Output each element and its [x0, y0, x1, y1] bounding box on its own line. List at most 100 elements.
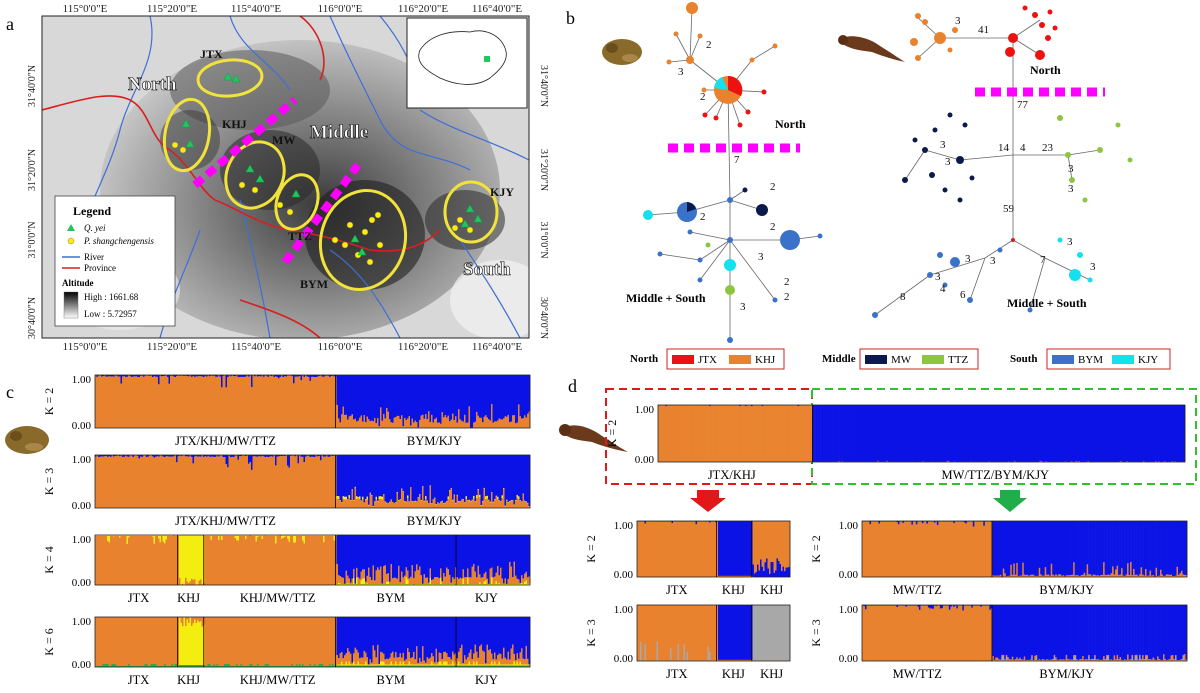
- legend-bym: BYM: [1078, 354, 1103, 366]
- y-tick-bottom: 0.00: [72, 577, 92, 589]
- frog-step: 3: [678, 66, 684, 78]
- population-label: JTX: [128, 673, 150, 687]
- population-label: KHJ: [760, 667, 783, 681]
- legend-river: River: [84, 252, 104, 262]
- y-tick-bottom: 0.00: [72, 500, 92, 512]
- lon-tick-top: 116°0'0"E: [318, 3, 363, 15]
- newt-step: 3: [965, 253, 971, 265]
- population-label: BYM: [377, 591, 405, 605]
- legend-jtx: JTX: [698, 354, 717, 366]
- lat-tick-right: 31°40'0"N: [538, 65, 549, 107]
- lat-tick-left: 31°0'0"N: [27, 221, 38, 258]
- newt-north-label: North: [1030, 63, 1061, 77]
- newt-icon: [838, 35, 905, 62]
- population-label: JTX/KHJ/MW/TTZ: [175, 514, 276, 528]
- lon-tick-bottom: 115°20'0"E: [147, 341, 197, 353]
- newt-step: 77: [1017, 99, 1029, 111]
- newt-midsouth-label: Middle + South: [1007, 296, 1087, 310]
- newt-step: 3: [1067, 236, 1073, 248]
- swatch-ttz: [922, 355, 944, 364]
- map-legend: Legend Q. yei P. shangchengensis River P…: [55, 196, 175, 326]
- lat-tick-left: 30°40'0"N: [27, 297, 38, 339]
- newt-step: 3: [1068, 183, 1074, 195]
- arrow-down-green-icon: [993, 490, 1027, 512]
- population-label: JTX: [128, 591, 150, 605]
- frog-step: 2: [700, 211, 706, 223]
- k-label: K = 4: [42, 546, 56, 573]
- frog-step: 2: [770, 181, 776, 193]
- lat-tick-right: 31°0'0"N: [538, 221, 549, 258]
- swatch-jtx: [672, 355, 694, 364]
- y-tick-top: 1.00: [72, 374, 92, 386]
- newt-step: 4: [1020, 142, 1026, 154]
- panel-label-b: b: [566, 8, 575, 28]
- site-label-mw: MW: [272, 133, 295, 147]
- newt-step: 8: [900, 291, 906, 303]
- lon-tick-top: 115°20'0"E: [147, 3, 197, 15]
- legend-high: High : 1661.68: [84, 292, 139, 302]
- frog-midsouth-label: Middle + South: [626, 291, 706, 305]
- legend-mw: MW: [891, 354, 912, 366]
- population-label: KJY: [475, 591, 498, 605]
- panel-label-d: d: [568, 376, 577, 396]
- population-label: KHJ: [177, 591, 200, 605]
- legend-region-middle: Middle: [822, 353, 856, 365]
- y-tick-bottom: 0.00: [72, 420, 92, 432]
- y-tick-bottom: 0.00: [614, 569, 634, 581]
- population-label: KHJ: [177, 673, 200, 687]
- y-tick-bottom: 0.00: [635, 454, 655, 466]
- p-shang-symbol: [68, 238, 74, 244]
- frog-step: 3: [758, 251, 764, 263]
- frog-icon-c: [5, 426, 49, 454]
- site-label-kjy: KJY: [490, 185, 514, 199]
- frog-step: 3: [740, 301, 746, 313]
- newt-step: 59: [1003, 203, 1015, 215]
- y-tick-top: 1.00: [72, 454, 92, 466]
- frog-step: 2: [700, 91, 706, 103]
- legend-region-north: North: [630, 353, 658, 365]
- newt-step: 3: [935, 271, 941, 283]
- site-label-jtx: JTX: [200, 47, 223, 61]
- swatch-bym: [1052, 355, 1074, 364]
- frog-icon: [602, 39, 642, 65]
- legend-ttz: TTZ: [948, 354, 968, 366]
- altitude-ramp: [64, 292, 78, 318]
- population-label: JTX/KHJ: [708, 468, 756, 482]
- frog-step: 2: [706, 39, 712, 51]
- lon-tick-bottom: 116°20'0"E: [398, 341, 448, 353]
- population-label: KHJ/MW/TTZ: [240, 673, 316, 687]
- lon-tick-bottom: 116°0'0"E: [318, 341, 363, 353]
- population-label: KHJ/MW/TTZ: [240, 591, 316, 605]
- population-label: BYM/KJY: [407, 434, 462, 448]
- site-label-ttz: TTZ: [288, 229, 312, 243]
- panel-label-a: a: [6, 14, 14, 34]
- panel-a: a 115°0'0"E 115°20'0"E 115°40'0"E 116°0'…: [6, 3, 550, 353]
- population-label: KHJ: [760, 583, 783, 597]
- legend-title: Legend: [73, 204, 111, 218]
- population-label: BYM: [377, 673, 405, 687]
- legend-region-south: South: [1010, 353, 1038, 365]
- frog-step: 2: [784, 276, 790, 288]
- legend-q-yei: Q. yei: [84, 223, 106, 233]
- lat-tick-right: 30°40'0"N: [538, 297, 549, 339]
- legend-khj: KHJ: [755, 354, 776, 366]
- newt-step: 4: [940, 283, 946, 295]
- k-label: K = 3: [42, 468, 56, 495]
- swatch-khj: [729, 355, 751, 364]
- k-label: K = 2: [605, 420, 619, 447]
- legend-altitude: Altitude: [62, 278, 94, 288]
- frog-step: 7: [734, 154, 740, 166]
- swatch-mw: [865, 355, 887, 364]
- panel-b: b: [566, 2, 1170, 369]
- newt-step: 7: [1040, 254, 1046, 266]
- lat-tick-left: 31°40'0"N: [27, 65, 38, 107]
